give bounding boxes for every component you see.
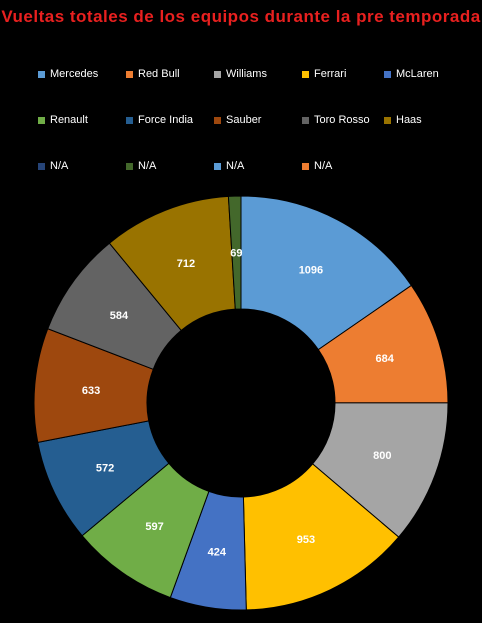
data-label: 1096: [299, 265, 323, 277]
legend-swatch: [384, 70, 391, 78]
legend-item: Sauber: [214, 112, 261, 128]
legend-swatch: [302, 116, 309, 124]
legend-label: Renault: [50, 114, 88, 126]
legend-label: Haas: [396, 114, 422, 126]
legend-label: Toro Rosso: [314, 114, 370, 126]
legend-label: N/A: [50, 160, 69, 172]
data-label: 424: [208, 547, 227, 559]
legend-item: Force India: [126, 112, 193, 128]
donut-slice-n-a: [227, 195, 242, 310]
chart-title: Vueltas totales de los equipos durante l…: [1, 7, 481, 26]
legend-swatch: [126, 116, 133, 124]
legend-swatch: [126, 70, 133, 78]
legend-swatch: [38, 162, 45, 170]
data-label: 597: [145, 521, 163, 533]
legend-label: Force India: [138, 114, 194, 126]
legend-swatch: [214, 70, 221, 78]
data-label: 712: [177, 258, 195, 270]
donut-slice-ferrari: [242, 463, 400, 611]
legend-swatch: [38, 70, 45, 78]
legend-item: Williams: [214, 66, 267, 82]
legend-item: Toro Rosso: [302, 112, 370, 128]
legend-item: Haas: [384, 112, 422, 128]
data-label: 572: [96, 463, 114, 475]
legend-swatch: [302, 70, 309, 78]
legend-swatch: [214, 162, 221, 170]
legend-item: N/A: [214, 158, 244, 174]
legend-label: N/A: [138, 160, 157, 172]
data-label: 69: [230, 248, 242, 260]
legend-swatch: [126, 162, 133, 170]
data-label: 953: [297, 534, 315, 546]
legend-item: Ferrari: [302, 66, 346, 82]
chart-legend: Mercedes Red Bull Williams Ferrari McLaren Re…: [0, 0, 482, 200]
legend-label: McLaren: [396, 68, 439, 80]
legend-label: Sauber: [226, 114, 262, 126]
donut-slice-mercedes: [240, 195, 413, 351]
legend-swatch: [302, 162, 309, 170]
legend-swatch: [38, 116, 45, 124]
data-label: 684: [375, 353, 394, 365]
legend-label: N/A: [226, 160, 245, 172]
legend-swatch: [214, 116, 221, 124]
data-label: 800: [373, 450, 391, 462]
legend-item: N/A: [302, 158, 332, 174]
legend-item: McLaren: [384, 66, 439, 82]
legend-label: Ferrari: [314, 68, 347, 80]
legend-item: N/A: [126, 158, 156, 174]
legend-item: Red Bull: [126, 66, 180, 82]
legend-item: N/A: [38, 158, 68, 174]
data-label: 633: [82, 385, 100, 397]
legend-label: Red Bull: [138, 68, 180, 80]
legend-label: Mercedes: [50, 68, 99, 80]
legend-swatch: [384, 116, 391, 124]
data-label: 584: [110, 310, 129, 322]
legend-item: Mercedes: [38, 66, 98, 82]
legend-label: N/A: [314, 160, 333, 172]
legend-item: Renault: [38, 112, 88, 128]
legend-label: Williams: [226, 68, 267, 80]
